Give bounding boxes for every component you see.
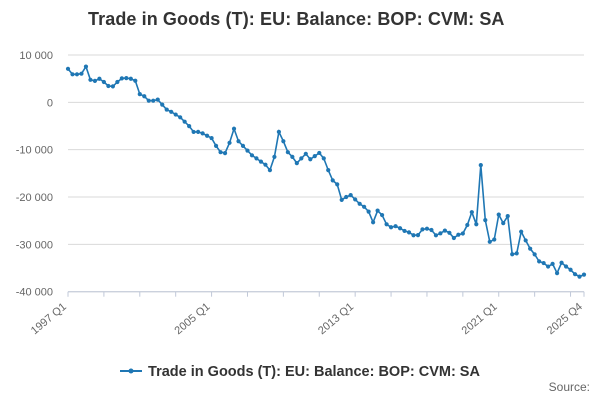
svg-text:-40 000: -40 000 bbox=[16, 287, 53, 299]
svg-text:2025 Q4: 2025 Q4 bbox=[545, 301, 585, 337]
svg-text:2021 Q1: 2021 Q1 bbox=[460, 301, 500, 337]
svg-text:10 000: 10 000 bbox=[19, 50, 53, 62]
svg-text:1997 Q1: 1997 Q1 bbox=[29, 301, 69, 337]
svg-text:0: 0 bbox=[47, 97, 53, 109]
svg-text:-10 000: -10 000 bbox=[16, 145, 53, 157]
svg-text:-30 000: -30 000 bbox=[16, 239, 53, 251]
svg-text:2005 Q1: 2005 Q1 bbox=[172, 301, 212, 337]
svg-text:-20 000: -20 000 bbox=[16, 192, 53, 204]
svg-text:2013 Q1: 2013 Q1 bbox=[316, 301, 356, 337]
